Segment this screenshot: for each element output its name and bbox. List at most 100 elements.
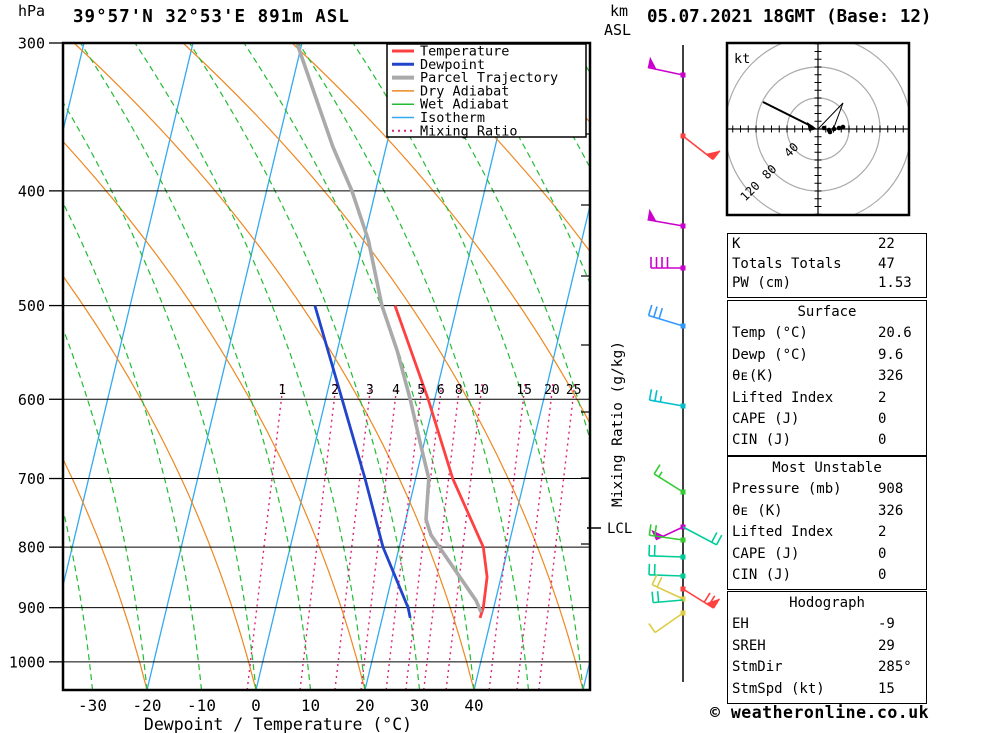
wind-barb-feather: [658, 307, 664, 319]
mixing-ratio-line: [538, 383, 576, 690]
row-label: Dewp (°C): [732, 346, 808, 363]
wind-barb-feather: [653, 525, 658, 537]
row-label: SREH: [732, 637, 766, 654]
hodograph-unit-label: kt: [734, 51, 750, 67]
wind-barb-halffeather: [659, 395, 663, 403]
row-value: 2: [878, 524, 887, 541]
table-row: Dewp (°C) 9.6: [732, 345, 922, 366]
table-row: CAPE (J) 0: [732, 409, 922, 430]
row-label: StmSpd (kt): [732, 680, 825, 697]
pressure-tick-label: 1000: [9, 653, 45, 671]
row-value: 9.6: [878, 346, 904, 363]
wind-level-dot: [680, 596, 686, 602]
wet-adiabat-line: [134, 43, 366, 690]
row-label: CIN (J): [732, 432, 792, 449]
wind-level-dot: [680, 323, 686, 329]
row-value: 0: [878, 411, 887, 428]
wind-barb-shaft: [653, 599, 684, 604]
wind-level-dot: [680, 586, 686, 592]
legend-box: [386, 43, 587, 138]
table-row: PW (cm) 1.53: [732, 274, 922, 294]
mixing-ratio-value: 2: [331, 383, 339, 398]
wind-barb-pennant: [705, 150, 720, 160]
isotherm-line: [582, 657, 590, 690]
dry-adiabat-line: [63, 457, 148, 690]
wind-barb-feather: [703, 592, 711, 603]
row-label: StmDir: [732, 659, 783, 676]
wind-barb-halffeather: [658, 471, 663, 478]
temp-tick-label: -20: [133, 696, 162, 715]
wind-barb-feather: [648, 524, 652, 536]
table-row: StmSpd (kt) 15: [732, 679, 922, 700]
temp-tick-label: -10: [187, 696, 216, 715]
wet-adiabat-line: [63, 201, 203, 690]
table-header: Most Unstable: [772, 460, 882, 476]
station-title: 39°57'N 32°53'E 891m ASL: [73, 7, 350, 27]
wind-barb-feather: [648, 389, 653, 401]
x-axis-title: Dewpoint / Temperature (°C): [144, 715, 412, 733]
wind-barb-feather: [654, 390, 658, 402]
hodograph-trace-dot: [821, 125, 827, 131]
dewpoint-curve: [313, 305, 412, 619]
row-label: Pressure (mb): [732, 481, 842, 498]
hodograph-ring-label: 40: [781, 140, 801, 160]
wind-barb-shaft: [682, 588, 714, 609]
row-label: Lifted Index: [732, 389, 834, 406]
wind-level-dot: [680, 573, 686, 579]
datetime-title: 05.07.2021 18GMT (Base: 12): [647, 7, 931, 27]
dry-adiabat-line: [0, 43, 38, 690]
data-table-hodograph: Hodograph EH -9 SREH 29 StmDir 285° StmSpd (kt)…: [727, 591, 927, 704]
dry-adiabat-line: [291, 43, 590, 425]
mixing-ratio-line: [516, 383, 554, 690]
row-value: -9: [878, 616, 895, 633]
mixing-ratio-labels: 1 2 3 4 5 6 8 10 15 20 25: [278, 383, 581, 398]
mixing-ratio-value: 25: [566, 383, 582, 398]
wind-barb-shaft: [647, 66, 684, 76]
mixing-ratio-line: [488, 383, 526, 690]
row-label: CIN (J): [732, 567, 792, 584]
wet-adiabat-line: [297, 43, 530, 690]
pressure-axis-unit: hPa: [18, 2, 45, 20]
temp-tick-label: 40: [464, 696, 483, 715]
wind-level-dot: [680, 537, 686, 543]
legend-label-dry_adiabat: Dry Adiabat: [420, 83, 509, 99]
wind-barb-feather: [710, 532, 718, 543]
table-header: Surface: [797, 304, 857, 320]
hodograph-trace-dot: [840, 124, 846, 130]
mixing-ratio-value: 6: [437, 383, 445, 398]
isotherm-line: [364, 43, 521, 690]
pressure-tick-label: 300: [18, 35, 45, 53]
axis-ticks-and-labels: 300 400 500 600 700 800 900 1000 -30 -20 -10 0 10 20 3…: [9, 35, 590, 715]
mixing-ratio-value: 3: [366, 383, 374, 398]
hodograph-trace-dot: [827, 129, 833, 135]
wind-level-dot: [680, 554, 686, 560]
temp-tick-label: 30: [410, 696, 429, 715]
wind-level-dot: [680, 223, 686, 229]
wind-barb-pennant: [647, 56, 657, 70]
wind-barb-feather: [653, 464, 661, 475]
row-value: 285°: [878, 659, 912, 676]
legend-label-wet_adiabat: Wet Adiabat: [420, 97, 509, 113]
table-row: K 22: [732, 235, 922, 255]
pressure-tick-label: 400: [18, 182, 45, 200]
dry-adiabat-line: [182, 43, 584, 690]
table-row: Temp (°C) 20.6: [732, 323, 922, 344]
legend-label-isotherm: Isotherm: [420, 110, 485, 126]
mixing-ratio-value: 15: [516, 383, 532, 398]
mixing-ratio-value: 10: [473, 383, 489, 398]
pressure-tick-label: 700: [18, 470, 45, 488]
temp-tick-label: -30: [78, 696, 107, 715]
hodograph-trace: [817, 102, 844, 131]
dry-adiabat-line: [63, 140, 366, 690]
wind-level-dot: [680, 403, 686, 409]
table-row: StmDir 285°: [732, 657, 922, 678]
wind-level-dot: [680, 610, 686, 616]
temp-tick-label: 10: [301, 696, 320, 715]
row-value: 22: [878, 236, 895, 252]
pressure-tick-label: 600: [18, 391, 45, 409]
wind-barb-shaft: [682, 526, 717, 546]
wind-barb-column: [647, 45, 723, 682]
